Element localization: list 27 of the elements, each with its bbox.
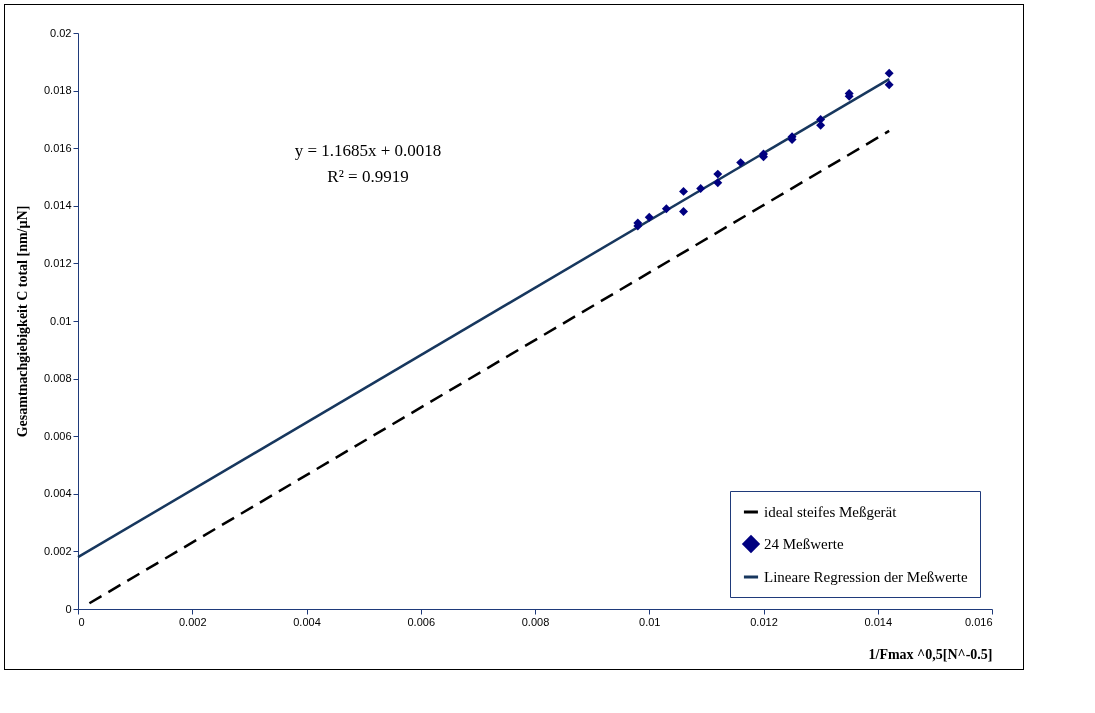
legend-label: Lineare Regression der Meßwerte xyxy=(764,569,969,585)
x-tick-label: 0.014 xyxy=(864,615,893,628)
x-tick-label: 0.002 xyxy=(178,615,207,628)
x-tick-label: 0.016 xyxy=(964,615,993,628)
y-tick-label: 0.008 xyxy=(43,372,72,385)
annotation: y = 1.1685x + 0.0018 xyxy=(294,141,442,160)
y-axis-title: Gesamtnachgiebigkeit C total [nm/µN] xyxy=(14,205,30,438)
x-tick-label: 0.01 xyxy=(639,615,661,628)
x-axis-title: 1/Fmax ^0,5[N^-0.5] xyxy=(868,646,993,662)
y-tick-label: 0.002 xyxy=(43,544,72,557)
x-tick-label: 0 xyxy=(78,615,85,628)
x-tick-label: 0.012 xyxy=(750,615,778,628)
y-tick-label: 0.018 xyxy=(43,84,72,97)
y-tick-label: 0 xyxy=(65,602,72,615)
y-tick-label: 0.02 xyxy=(50,26,72,39)
x-tick-label: 0.006 xyxy=(407,615,436,628)
x-tick-label: 0.004 xyxy=(293,615,321,628)
legend-label: ideal steifes Meßgerät xyxy=(764,504,898,520)
y-tick-label: 0.014 xyxy=(43,199,72,212)
legend-label: 24 Meßwerte xyxy=(764,536,844,552)
y-tick-label: 0.004 xyxy=(43,487,72,500)
y-tick-label: 0.016 xyxy=(43,141,72,154)
y-tick-label: 0.006 xyxy=(43,429,72,442)
y-tick-label: 0.012 xyxy=(43,256,72,269)
annotation: R² = 0.9919 xyxy=(327,167,409,186)
y-tick-label: 0.01 xyxy=(50,314,72,327)
x-tick-label: 0.008 xyxy=(521,615,550,628)
